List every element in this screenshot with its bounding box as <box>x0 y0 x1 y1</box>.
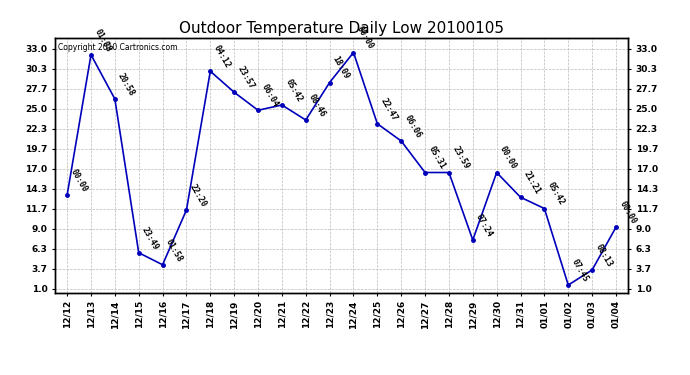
Text: 06:06: 06:06 <box>402 114 423 140</box>
Text: 00:00: 00:00 <box>618 200 638 226</box>
Text: 05:31: 05:31 <box>426 145 446 171</box>
Text: 22:47: 22:47 <box>379 96 399 122</box>
Text: 01:08: 01:08 <box>92 27 112 53</box>
Text: 21:21: 21:21 <box>522 170 542 196</box>
Text: 00:00: 00:00 <box>355 25 375 51</box>
Text: 18:09: 18:09 <box>331 55 351 81</box>
Text: 05:42: 05:42 <box>546 181 566 207</box>
Text: 22:20: 22:20 <box>188 183 208 209</box>
Text: Copyright 2010 Cartronics.com: Copyright 2010 Cartronics.com <box>58 43 177 52</box>
Text: 06:04: 06:04 <box>259 83 279 109</box>
Title: Outdoor Temperature Daily Low 20100105: Outdoor Temperature Daily Low 20100105 <box>179 21 504 36</box>
Text: 05:42: 05:42 <box>284 78 304 104</box>
Text: 08:13: 08:13 <box>593 243 614 268</box>
Text: 07:45: 07:45 <box>570 258 590 284</box>
Text: 04:12: 04:12 <box>212 44 232 70</box>
Text: 00:00: 00:00 <box>68 168 89 194</box>
Text: 08:46: 08:46 <box>307 93 328 118</box>
Text: 23:57: 23:57 <box>235 65 256 91</box>
Text: 20:58: 20:58 <box>116 72 137 98</box>
Text: 01:58: 01:58 <box>164 237 184 263</box>
Text: 23:49: 23:49 <box>140 225 160 251</box>
Text: 23:59: 23:59 <box>451 145 471 171</box>
Text: 00:00: 00:00 <box>498 145 518 171</box>
Text: 07:24: 07:24 <box>474 213 495 238</box>
